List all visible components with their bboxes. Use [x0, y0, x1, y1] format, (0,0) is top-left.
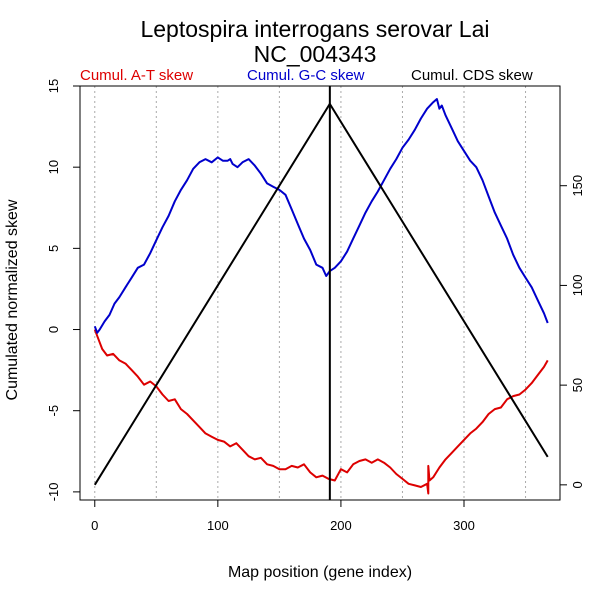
y2-tick-label: 0 — [570, 481, 585, 488]
y2-tick-label: 100 — [570, 275, 585, 297]
series-line-gc-skew — [93, 98, 549, 334]
y-tick-label: 10 — [46, 160, 61, 174]
legend: Cumul. A-T skew Cumul. G-C skew Cumul. C… — [80, 67, 533, 84]
legend-entry-at: Cumul. A-T skew — [80, 67, 193, 84]
x-axis-title: Map position (gene index) — [228, 564, 412, 581]
series-line-at-skew — [93, 329, 549, 495]
gridlines — [94, 86, 527, 500]
x-tick-label: 200 — [330, 518, 352, 533]
y-tick-label: -10 — [46, 482, 61, 501]
legend-entry-cds: Cumul. CDS skew — [411, 67, 533, 84]
y2-tick-label: 50 — [570, 378, 585, 392]
x-tick-label: 300 — [453, 518, 475, 533]
x-tick-label: 100 — [207, 518, 229, 533]
plot-frame — [79, 85, 561, 501]
y-axis-title: Cumulated normalized skew — [4, 199, 21, 400]
chart-title: Leptospira interrogans serovar Lai — [140, 16, 489, 42]
y-tick-label: 0 — [46, 326, 61, 333]
chart-subtitle: NC_004343 — [254, 41, 377, 67]
y-tick-label: -5 — [46, 405, 61, 417]
y-tick-label: 5 — [46, 245, 61, 252]
y2-tick-label: 150 — [570, 175, 585, 197]
y-tick-label: 15 — [46, 79, 61, 93]
x-tick-label: 0 — [91, 518, 98, 533]
plot-series — [93, 86, 549, 500]
legend-entry-gc: Cumul. G-C skew — [247, 67, 365, 84]
series-line-cds-skew — [93, 102, 549, 486]
